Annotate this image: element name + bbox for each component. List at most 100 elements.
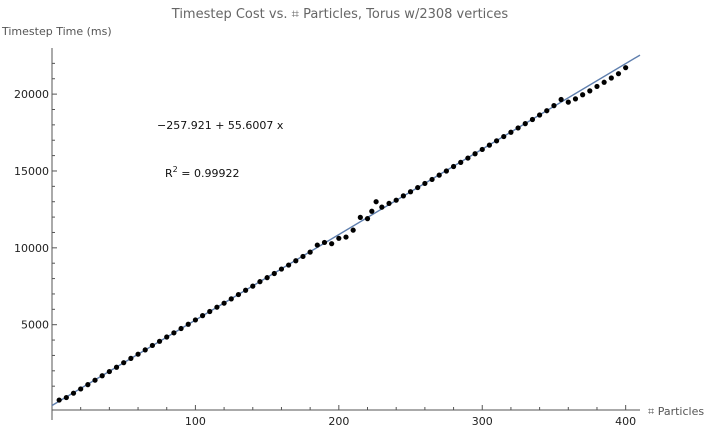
data-point — [171, 330, 177, 336]
data-point — [615, 71, 622, 77]
data-point — [149, 342, 155, 349]
data-point — [286, 262, 292, 268]
axes: 100 200 300 400 5000 10000 15000 20000 — [14, 48, 640, 428]
data-point — [436, 172, 442, 178]
r-squared-symbol: R — [165, 167, 173, 180]
data-point — [373, 199, 379, 205]
data-point — [429, 176, 435, 183]
data-point — [529, 116, 536, 123]
fit-line-layer — [51, 54, 641, 407]
data-point — [515, 125, 521, 131]
data-point — [92, 377, 98, 383]
data-point — [572, 96, 579, 102]
data-point — [565, 99, 571, 105]
data-point — [307, 249, 313, 255]
x-tick-label: 400 — [615, 415, 636, 428]
data-point — [106, 368, 112, 375]
data-point — [99, 373, 105, 379]
data-point — [551, 103, 557, 109]
fit-equation: −257.921 + 55.6007 x — [157, 119, 284, 132]
data-point — [594, 83, 600, 90]
data-point — [56, 397, 62, 403]
data-point — [185, 321, 191, 327]
data-point — [207, 308, 213, 315]
data-point — [142, 347, 148, 353]
data-point — [493, 138, 500, 144]
data-point — [400, 193, 406, 199]
data-point — [113, 364, 120, 370]
y-axis-label: Timestep Time (ms) — [1, 25, 112, 38]
r-squared-exponent: 2 — [173, 165, 178, 174]
data-point — [156, 338, 163, 344]
data-point — [70, 390, 77, 396]
data-point — [450, 163, 457, 170]
data-point — [199, 313, 206, 319]
data-point — [465, 155, 471, 161]
data-point — [386, 200, 392, 207]
data-point — [264, 275, 270, 281]
data-point — [537, 112, 543, 118]
y-tick-label: 10000 — [14, 242, 49, 255]
data-point — [235, 291, 242, 298]
x-tick-label: 300 — [472, 415, 493, 428]
data-point — [508, 129, 514, 135]
data-point — [415, 184, 421, 191]
data-point — [78, 386, 84, 392]
data-point — [350, 227, 356, 233]
data-point — [314, 242, 320, 248]
data-point — [278, 266, 285, 272]
points-layer — [56, 65, 629, 403]
data-point — [357, 214, 363, 220]
data-point — [393, 197, 399, 203]
data-point — [369, 208, 375, 214]
x-axis-label: ⌗ Particles — [648, 405, 704, 418]
data-point — [422, 180, 428, 187]
data-point — [479, 146, 485, 153]
r-squared: R2 = 0.99922 — [165, 165, 239, 180]
data-point — [192, 317, 199, 323]
data-point — [580, 92, 586, 98]
data-point — [558, 96, 564, 103]
data-point — [336, 235, 342, 241]
data-point — [623, 65, 629, 71]
data-point — [472, 151, 478, 157]
data-point — [343, 234, 349, 240]
data-point — [329, 241, 335, 247]
data-point — [364, 216, 371, 222]
data-point — [257, 279, 263, 285]
data-point — [501, 133, 507, 140]
data-point — [321, 239, 328, 246]
data-point — [250, 283, 256, 289]
data-point — [300, 253, 306, 260]
data-point — [63, 394, 69, 401]
y-tick-label: 15000 — [14, 165, 49, 178]
data-point — [608, 75, 614, 81]
data-point — [271, 270, 277, 277]
fit-line — [51, 54, 641, 407]
data-point — [221, 300, 227, 306]
y-tick-label: 5000 — [21, 319, 49, 332]
x-tick-label: 100 — [185, 415, 206, 428]
r-squared-value: = 0.99922 — [178, 167, 240, 180]
data-point — [443, 168, 449, 174]
data-point — [85, 382, 91, 388]
data-point — [407, 189, 414, 195]
data-point — [587, 88, 593, 94]
data-point — [458, 159, 464, 165]
data-point — [522, 121, 528, 127]
data-point — [601, 79, 607, 85]
data-point — [178, 325, 184, 332]
chart-title: Timestep Cost vs. ⌗ Particles, Torus w/2… — [171, 7, 509, 22]
data-point — [486, 142, 493, 148]
x-tick-label: 200 — [328, 415, 349, 428]
data-point — [121, 360, 127, 366]
data-point — [214, 304, 220, 310]
data-point — [243, 287, 249, 293]
y-tick-label: 20000 — [14, 88, 49, 101]
data-point — [379, 204, 385, 210]
data-point — [228, 296, 234, 302]
data-point — [128, 355, 134, 361]
data-point — [164, 334, 170, 340]
data-point — [135, 351, 141, 357]
